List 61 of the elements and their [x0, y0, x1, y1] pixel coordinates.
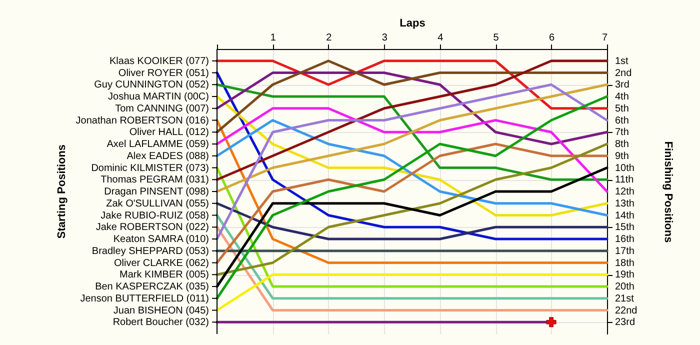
y2-tick-label: 14th	[615, 210, 634, 222]
text: Mark KIMBER (005)	[120, 270, 209, 281]
y2-tick-label: 2nd	[615, 68, 632, 79]
text: Starting Positions	[56, 144, 68, 239]
y2-tick-label: 10th	[615, 162, 634, 174]
y2-axis-title: Finishing Positions	[662, 141, 674, 243]
y2-tick-label: 3rd	[615, 80, 630, 91]
text: Oliver HALL (012)	[129, 127, 209, 138]
x-tick-label: 6	[549, 32, 556, 44]
text: Alex EADES (088)	[126, 150, 209, 162]
text: Jonathan ROBERTSON (016)	[76, 115, 209, 126]
y2-tick-label: 19th	[615, 270, 634, 281]
text: Joshua MARTIN (00C)	[108, 92, 209, 102]
text: Ben KASPERCZAK (035)	[95, 282, 209, 292]
y2-tick-label: 6th	[615, 115, 629, 126]
line-series	[216, 107, 608, 193]
y2-tick-label: 17th	[615, 246, 634, 257]
text: Jake RUBIO-RUIZ (058)	[100, 210, 209, 222]
text: Dragan PINSENT (098)	[104, 186, 209, 198]
text: Thomas PEGRAM (031)	[100, 174, 209, 186]
y2-tick-label: 9th	[615, 150, 629, 162]
y2-tick-label: 13th	[615, 198, 634, 210]
line-series	[216, 119, 608, 216]
text: Bradley SHEPPARD (053)	[92, 246, 209, 257]
text: Oliver CLARKE (062)	[114, 258, 209, 269]
y2-tick-label: 21st	[615, 293, 634, 304]
y2-tick-label: 20th	[615, 282, 634, 292]
x-tick-label: 2	[326, 32, 332, 44]
text: Jenson BUTTERFIELD (011)	[80, 293, 209, 304]
y2-tick-label: 5th	[615, 103, 629, 114]
y2-tick-label: 15th	[615, 222, 634, 234]
y2-tick-label: 7th	[615, 127, 629, 138]
text: Juan BISHEON (045)	[113, 305, 209, 316]
text: Dominic KILMISTER (073)	[91, 162, 209, 174]
x-tick-label: 4	[438, 32, 444, 44]
text: Oliver ROYER (051)	[118, 68, 209, 79]
text: Zak O'SULLIVAN (055)	[106, 198, 209, 210]
line-series	[216, 60, 608, 181]
y2-tick-label: 11th	[615, 174, 634, 186]
x-tick-label: 7	[602, 32, 608, 44]
text: Guy CUNNINGTON (052)	[94, 80, 209, 91]
text: Jake ROBERTSON (022)	[96, 222, 209, 234]
line-series	[216, 60, 608, 134]
text: Klaas KOOIKER (077)	[110, 56, 209, 67]
x-tick-label: 5	[493, 32, 500, 44]
text: Robert Boucher (032)	[112, 317, 209, 328]
y2-tick-label: 23rd	[615, 317, 636, 328]
text: Axel LAFLAMME (059)	[106, 139, 209, 150]
y2-tick-label: 12th	[615, 186, 634, 198]
y2-tick-label: 22nd	[615, 305, 638, 316]
y2-tick-label: 1st	[615, 56, 629, 67]
y2-tick-label: 18th	[615, 258, 634, 269]
x-tick-label: 1	[270, 32, 276, 44]
y2-tick-label: 16th	[615, 234, 634, 245]
y2-tick-label: 8th	[615, 139, 629, 150]
text: Keaton SAMRA (010)	[113, 234, 209, 245]
line-series	[216, 72, 608, 146]
text: Tom CANNING (007)	[115, 103, 209, 114]
x-tick-label: 3	[382, 32, 388, 44]
x-axis-title: Laps	[400, 18, 426, 30]
y2-tick-label: 4th	[615, 92, 629, 102]
